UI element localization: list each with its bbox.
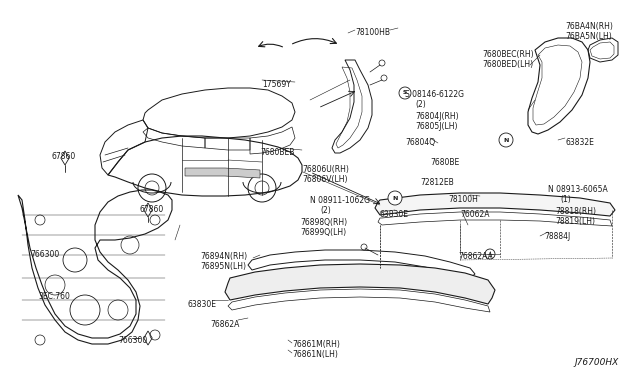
Text: 76806U(RH): 76806U(RH) xyxy=(302,165,349,174)
Text: 78819(LH): 78819(LH) xyxy=(555,217,595,226)
Text: S: S xyxy=(403,90,407,96)
Text: 76898Q(RH): 76898Q(RH) xyxy=(300,218,347,227)
Text: 72812EB: 72812EB xyxy=(420,178,454,187)
Text: N: N xyxy=(503,138,509,142)
Text: J76700HX: J76700HX xyxy=(574,358,618,367)
Polygon shape xyxy=(185,168,260,178)
Text: 7680BED(LH): 7680BED(LH) xyxy=(482,60,533,69)
Circle shape xyxy=(388,191,402,205)
Text: 76804J(RH): 76804J(RH) xyxy=(415,112,459,121)
Text: N 08911-1062G: N 08911-1062G xyxy=(310,196,370,205)
Circle shape xyxy=(399,87,411,99)
Text: 63832E: 63832E xyxy=(565,138,594,147)
Text: 7680BEC(RH): 7680BEC(RH) xyxy=(482,50,534,59)
Text: (1): (1) xyxy=(560,195,571,204)
Text: 76062A: 76062A xyxy=(460,210,490,219)
Text: 76805J(LH): 76805J(LH) xyxy=(415,122,458,131)
Text: 7680BE: 7680BE xyxy=(430,158,460,167)
Text: 76BA4N(RH): 76BA4N(RH) xyxy=(565,22,613,31)
Text: 78884J: 78884J xyxy=(544,232,570,241)
Text: 76862A: 76862A xyxy=(210,320,239,329)
Polygon shape xyxy=(375,193,615,216)
Text: 76899Q(LH): 76899Q(LH) xyxy=(300,228,346,237)
Polygon shape xyxy=(225,264,495,304)
Text: N: N xyxy=(392,196,397,201)
Text: 67860: 67860 xyxy=(140,205,164,214)
Text: 76894N(RH): 76894N(RH) xyxy=(200,252,247,261)
Text: 76804Q: 76804Q xyxy=(405,138,435,147)
Text: (2): (2) xyxy=(415,100,426,109)
Text: N 08913-6065A: N 08913-6065A xyxy=(548,185,608,194)
Text: 63830E: 63830E xyxy=(380,210,409,219)
Text: 78818(RH): 78818(RH) xyxy=(555,207,596,216)
Text: 76861M(RH): 76861M(RH) xyxy=(292,340,340,349)
Text: 3EC.760: 3EC.760 xyxy=(38,292,70,301)
Text: (2): (2) xyxy=(320,206,331,215)
Text: S 08146-6122G: S 08146-6122G xyxy=(405,90,464,99)
Text: 766300: 766300 xyxy=(30,250,60,259)
Text: 78100H: 78100H xyxy=(448,195,478,204)
Circle shape xyxy=(499,133,513,147)
Text: 76861N(LH): 76861N(LH) xyxy=(292,350,338,359)
Text: 63830E: 63830E xyxy=(188,300,217,309)
Text: 78100HB: 78100HB xyxy=(355,28,390,37)
Text: 76806V(LH): 76806V(LH) xyxy=(302,175,348,184)
Text: 76862AA: 76862AA xyxy=(458,252,493,261)
Text: 76BA5N(LH): 76BA5N(LH) xyxy=(565,32,612,41)
Text: 766300: 766300 xyxy=(118,336,147,345)
Text: 17569Y: 17569Y xyxy=(262,80,291,89)
Text: 76895N(LH): 76895N(LH) xyxy=(200,262,246,271)
Text: 67860: 67860 xyxy=(52,152,76,161)
Text: 7680BEB: 7680BEB xyxy=(260,148,294,157)
